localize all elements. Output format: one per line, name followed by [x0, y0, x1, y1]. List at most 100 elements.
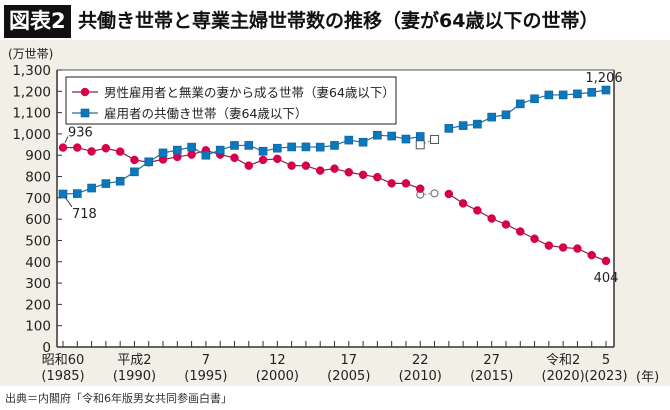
y-tick-label: 900: [25, 148, 51, 164]
data-point-series-2: [230, 141, 239, 150]
y-tick-label: 0: [42, 340, 51, 356]
data-point-series-1: [73, 143, 82, 152]
data-point-series-2: [358, 137, 368, 147]
data-point-series-2: [587, 88, 597, 97]
data-point-series-2: [273, 143, 282, 153]
data-point-series-1: [87, 147, 96, 156]
data-point-series-2: [544, 90, 554, 100]
data-point-series-2: [187, 142, 196, 152]
data-point-series-1: [473, 206, 482, 215]
data-point-series-2: [601, 85, 611, 95]
x-tick-label-year: (2005): [327, 369, 370, 384]
x-tick-label-era: 17: [341, 353, 358, 368]
x-tick-label-year: (2000): [256, 369, 299, 384]
data-point-series-2: [330, 141, 339, 150]
legend-marker-1: [80, 87, 90, 97]
legend: 男性雇用者と無業の妻から成る世帯（妻64歳以下） 雇用者の共働き世帯（妻64歳以下…: [65, 76, 397, 125]
data-point-series-2: [201, 150, 211, 160]
data-point-series-2: [444, 124, 454, 133]
data-point-series-2: [258, 146, 268, 156]
y-tick-label: 1,100: [12, 106, 51, 122]
x-tick-label-era: 令和2: [546, 353, 580, 368]
data-point-series-2: [244, 141, 254, 150]
data-point-series-1: [358, 170, 368, 180]
data-point-series-1: [273, 154, 282, 164]
data-label: 718: [72, 207, 97, 222]
data-point-series-1: [101, 143, 111, 153]
data-point-series-2: [101, 179, 111, 188]
data-point-series-1: [287, 161, 296, 170]
x-axis-unit: (年): [636, 370, 659, 385]
data-point-series-1: [330, 164, 339, 173]
data-point-series-1: [516, 227, 525, 236]
data-point-series-1: [601, 256, 611, 266]
data-point-series-2: [158, 148, 168, 158]
data-point-series-2: [344, 135, 354, 145]
data-point-series-2: [415, 132, 425, 141]
y-tick-label: 300: [25, 276, 51, 292]
legend-marker-2: [80, 108, 90, 118]
x-tick-label-era: 12: [269, 353, 286, 368]
y-tick-label: 800: [25, 170, 51, 186]
data-label: 936: [68, 126, 93, 141]
legend-label-1: 男性雇用者と無業の妻から成る世帯（妻64歳以下）: [104, 85, 395, 100]
label-leader: [64, 136, 69, 143]
x-tick-label-year: (2015): [470, 369, 513, 384]
data-point-series-2: [558, 90, 568, 100]
data-point-series-2: [173, 145, 182, 155]
data-point-series-1: [573, 244, 582, 253]
x-tick-label-year: (1990): [113, 369, 156, 384]
data-point-series-2: [72, 189, 82, 198]
source-note: 出典＝内閣府「令和6年版男女共同参画白書」: [5, 392, 232, 405]
data-point-series-1: [301, 161, 311, 170]
data-point-series-1: [187, 150, 196, 159]
y-tick-label: 1,000: [12, 127, 51, 143]
y-tick-label: 1,200: [12, 84, 51, 100]
data-point-series-2: [130, 167, 139, 177]
data-point-series-2: [387, 131, 396, 141]
data-point-series-1: [415, 184, 425, 193]
data-point-series-2: [215, 145, 225, 155]
x-tick-label-era: 27: [483, 353, 500, 368]
x-tick-label-year: (1995): [184, 369, 227, 384]
x-tick-label-era: 22: [412, 353, 429, 368]
data-point-series-1: [544, 241, 554, 250]
data-point-series-1: [530, 234, 539, 244]
data-point-series-1: [230, 153, 239, 163]
data-point-series-1: [458, 199, 468, 208]
data-point-series-2: [501, 110, 511, 120]
reference-point: [430, 189, 439, 198]
data-point-series-1: [487, 214, 496, 223]
y-tick-label: 600: [25, 212, 51, 228]
label-leader: [64, 196, 73, 208]
y-tick-label: 500: [25, 233, 51, 249]
x-tick-label-year: (2023): [584, 369, 627, 384]
data-point-series-2: [487, 112, 496, 122]
y-tick-label: 200: [25, 297, 51, 313]
reference-point: [430, 134, 440, 144]
x-tick-label-era: 7: [202, 353, 210, 368]
data-point-series-2: [144, 157, 154, 167]
data-point-series-2: [58, 189, 68, 199]
y-tick-label: 100: [25, 319, 51, 335]
x-tick-label-year: (1985): [41, 369, 84, 384]
y-tick-label: 700: [25, 191, 51, 207]
legend-box: [65, 76, 397, 125]
x-tick-label-year: (2010): [399, 369, 442, 384]
x-tick-label-era: 昭和60: [42, 353, 85, 368]
data-point-series-1: [587, 250, 596, 260]
data-point-series-2: [473, 119, 482, 129]
data-point-series-2: [515, 99, 525, 109]
data-point-series-1: [373, 172, 382, 182]
data-point-series-1: [130, 155, 139, 165]
x-tick-label-era: 平成2: [117, 353, 151, 368]
data-point-series-1: [387, 179, 396, 188]
legend-label-2: 雇用者の共働き世帯（妻64歳以下）: [104, 106, 307, 121]
header: 図表2 共働き世帯と専業主婦世帯数の推移（妻が64歳以下の世帯）: [0, 0, 670, 40]
data-point-series-2: [373, 130, 382, 140]
data-point-series-2: [301, 142, 311, 152]
data-point-series-2: [401, 134, 411, 144]
x-tick-label-year: (2020): [542, 369, 585, 384]
data-point-series-2: [458, 121, 468, 130]
